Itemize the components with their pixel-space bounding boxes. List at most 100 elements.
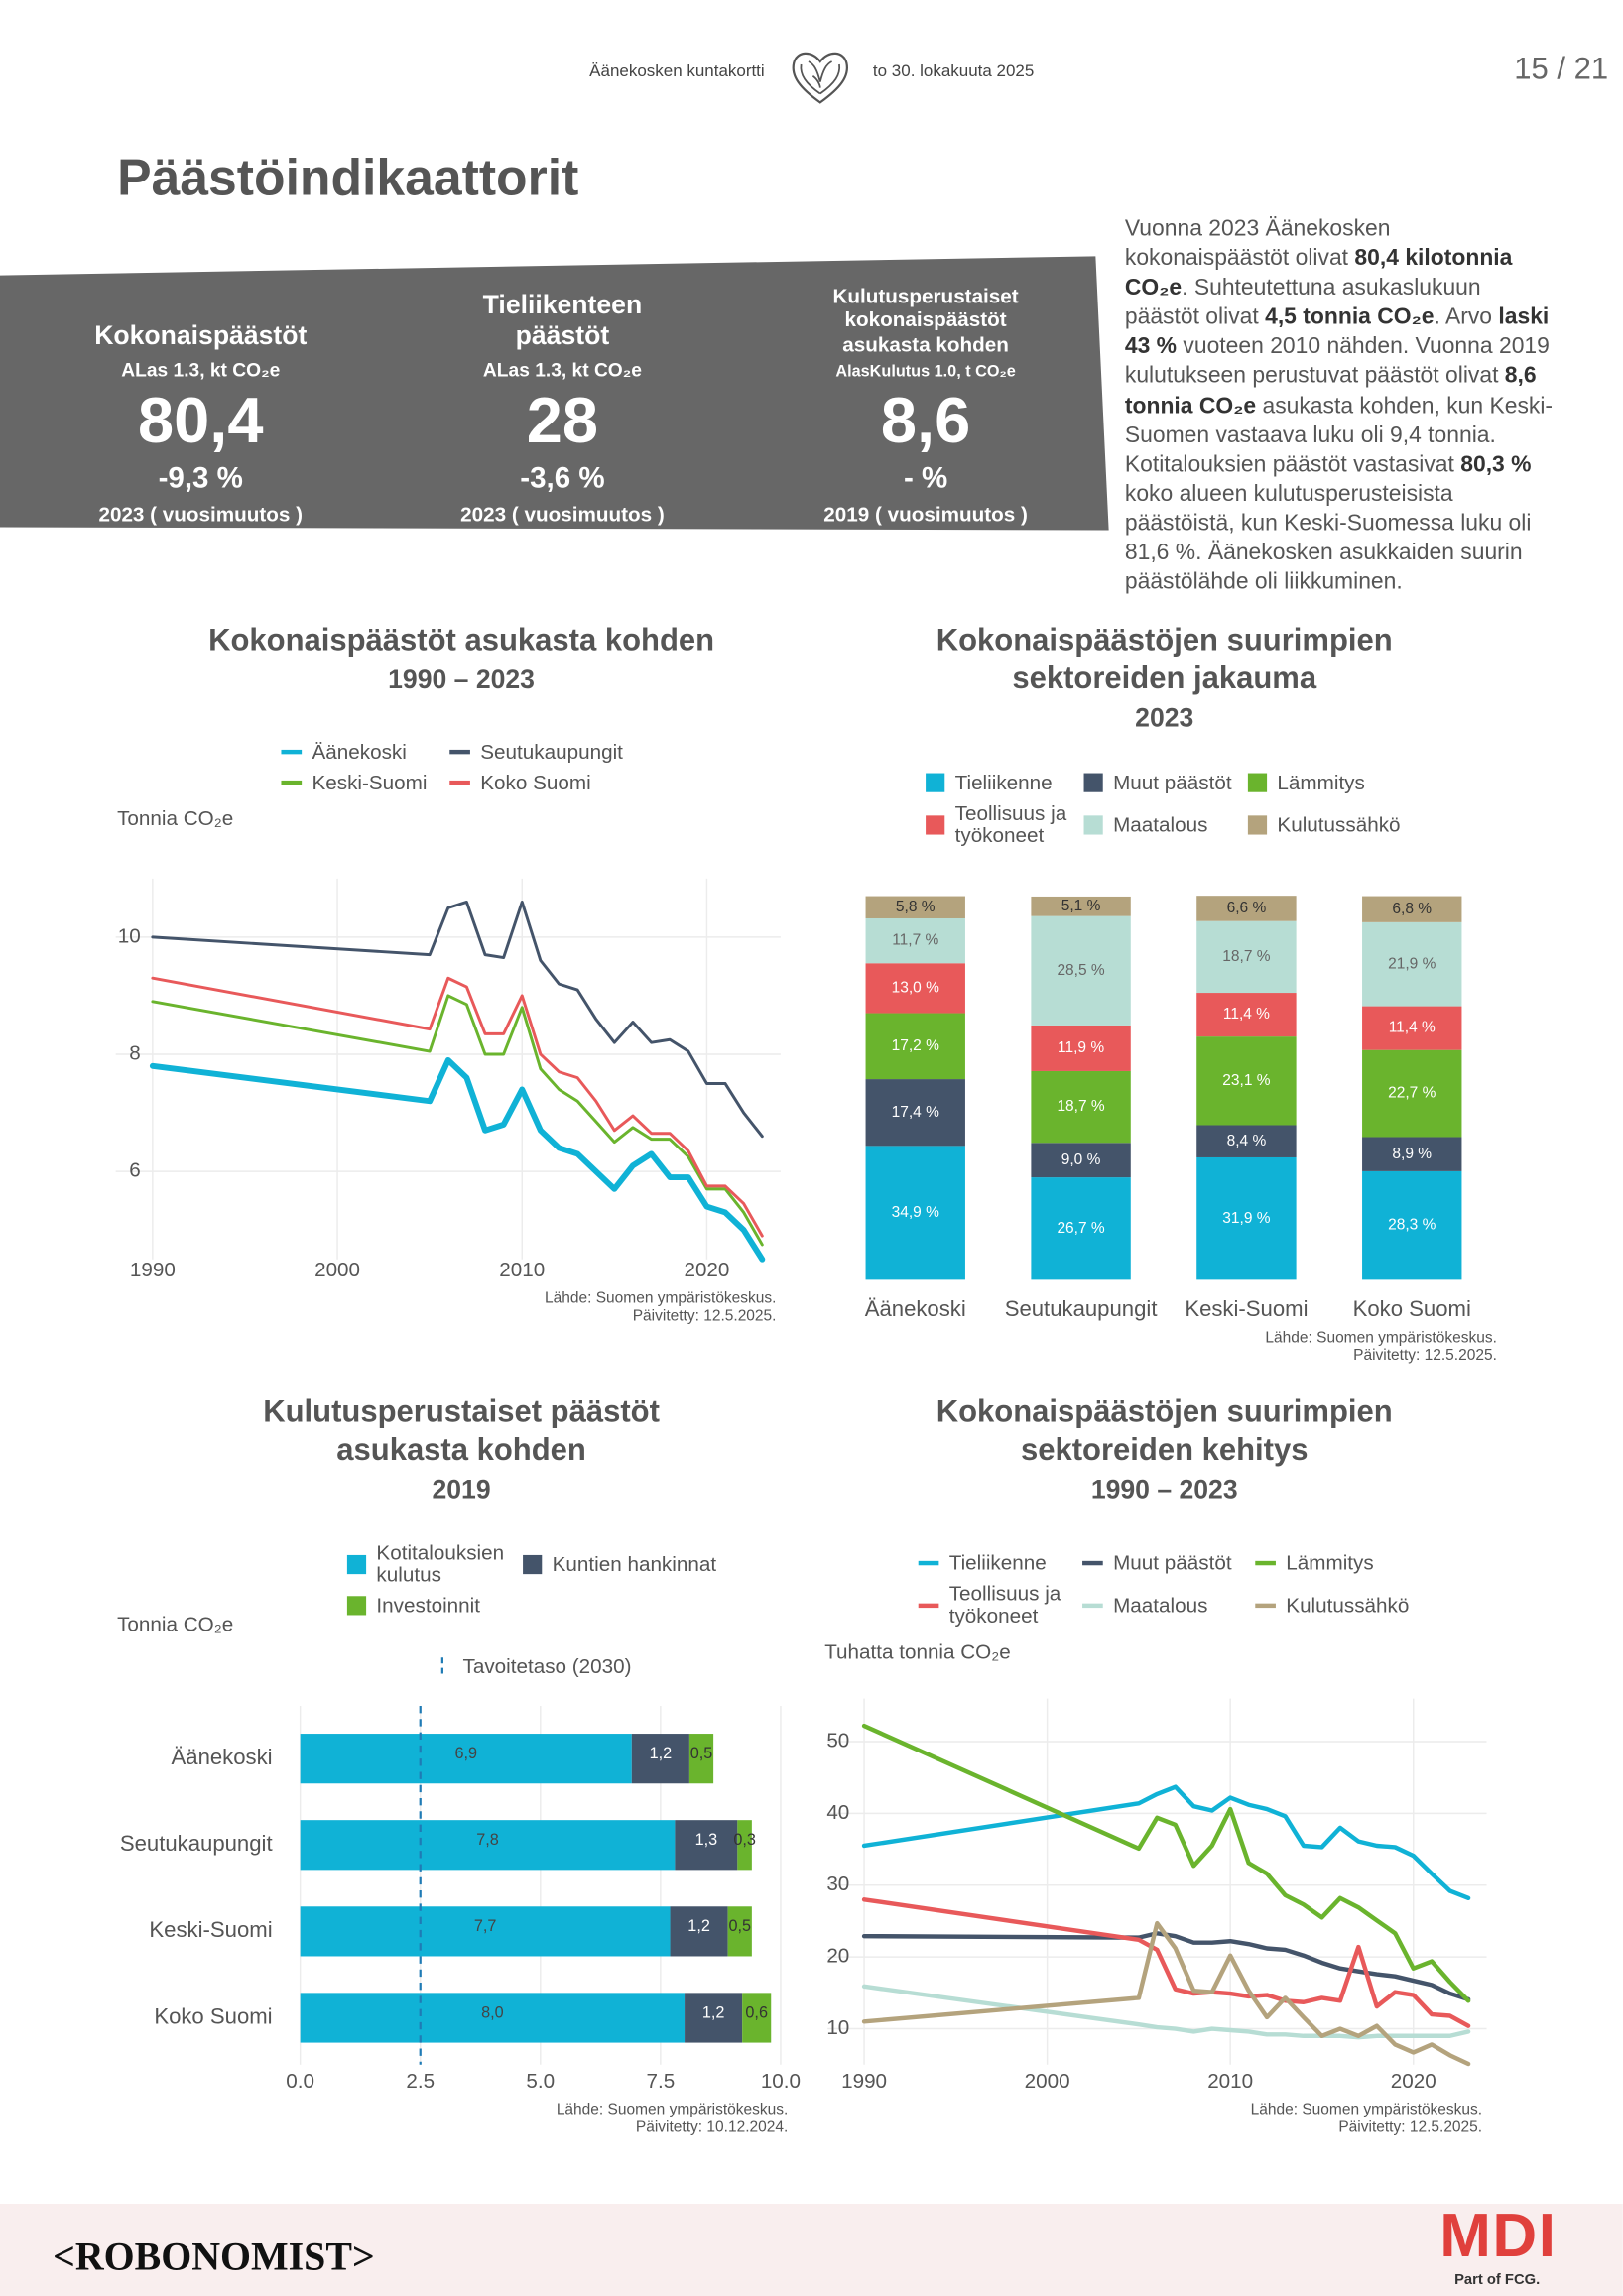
series-line bbox=[151, 976, 764, 1238]
value-label: 7,7 bbox=[474, 1917, 497, 1935]
bar-segment bbox=[865, 917, 965, 964]
legend-swatch bbox=[346, 1554, 367, 1574]
legend-label: Kotitalouksien kulutus bbox=[376, 1540, 505, 1586]
bar-segment bbox=[1196, 1156, 1297, 1280]
kpi-card: Kokonaispäästöt ALas 1.3, kt CO₂e 80,4 -9,3… bbox=[25, 0, 376, 542]
value-label: 28,5 % bbox=[1057, 962, 1104, 979]
value-label: 1,3 bbox=[695, 1831, 718, 1849]
y-axis-title: Tuhatta tonnia CO₂e bbox=[824, 1640, 1011, 1663]
bar-segment bbox=[1362, 1006, 1462, 1050]
summary-text-part: . Suhteutettuna asukaslukuun päästöt oli… bbox=[1124, 275, 1481, 330]
kpi-title: Tieliikenteen päästöt bbox=[482, 290, 643, 351]
x-tick-label: 5.0 bbox=[526, 2070, 555, 2093]
value-label: 0,3 bbox=[733, 1831, 756, 1849]
y-tick-label: Keski-Suomi bbox=[149, 1917, 272, 1942]
legend-swatch bbox=[1247, 814, 1268, 834]
updated-note: Päivitetty: 10.12.2024. bbox=[636, 2118, 788, 2135]
value-label: 9,0 % bbox=[1061, 1151, 1101, 1168]
value-label: 0,6 bbox=[745, 2003, 768, 2021]
y-tick-label: 10 bbox=[826, 2016, 849, 2039]
legend-swatch bbox=[1247, 773, 1268, 792]
logo-icon bbox=[792, 52, 849, 104]
legend-swatch bbox=[449, 749, 470, 755]
bar-segment bbox=[1362, 1170, 1462, 1280]
legend-item: Lämmitys bbox=[1255, 1550, 1416, 1575]
series-line bbox=[861, 1920, 1471, 2067]
footer-logo: MDI bbox=[1439, 2201, 1558, 2270]
footer-band bbox=[0, 2203, 1623, 2296]
value-label: 8,0 bbox=[481, 2003, 504, 2021]
x-tick-label: 2010 bbox=[1207, 2070, 1253, 2093]
value-label: 6,6 % bbox=[1227, 900, 1267, 916]
summary-highlight: 4,5 tonnia CO₂e bbox=[1265, 304, 1435, 330]
x-tick-label: Seutukaupungit bbox=[1005, 1296, 1158, 1321]
legend-item: Kulutussähkö bbox=[1255, 1583, 1416, 1627]
y-tick-label: 30 bbox=[826, 1873, 849, 1895]
source-note: Lähde: Suomen ympäristökeskus. bbox=[545, 1290, 776, 1307]
kpi-period: 2019 ( vuosimuutos ) bbox=[823, 502, 1028, 527]
summary-text-part: Vuonna 2023 Äänekosken kokonaispäästöt o… bbox=[1124, 216, 1391, 272]
y-tick-label: 8 bbox=[129, 1041, 141, 1064]
kpi-card: Tieliikenteen päästöt ALas 1.3, kt CO₂e 28… bbox=[387, 0, 738, 542]
value-label: 11,9 % bbox=[1058, 1039, 1104, 1056]
legend-item: Teollisuus ja työkoneet bbox=[918, 1582, 1082, 1627]
legend-swatch bbox=[1255, 1602, 1276, 1608]
legend-item: Äänekoski bbox=[281, 740, 449, 763]
bar-segment bbox=[1031, 1177, 1131, 1280]
footer-brand: <ROBONOMIST> bbox=[53, 2234, 375, 2279]
bar-segment bbox=[742, 1993, 772, 2043]
legend-item: Muut päästöt bbox=[1082, 1551, 1255, 1574]
value-label: 1,2 bbox=[702, 2003, 725, 2021]
x-tick-label: 1990 bbox=[841, 2070, 887, 2093]
bar-segment bbox=[300, 1993, 686, 2043]
series-line bbox=[861, 1723, 1471, 2003]
y-tick-label: 20 bbox=[826, 1945, 849, 1968]
legend-item: Maatalous bbox=[1083, 802, 1248, 846]
bar-segment bbox=[865, 1079, 965, 1147]
header-left: Äänekosken kuntakortti bbox=[589, 62, 765, 81]
footer-logo-sub: Part of FCG. bbox=[1454, 2272, 1541, 2289]
summary-text-part: . Arvo bbox=[1434, 304, 1499, 330]
source-note: Lähde: Suomen ympäristökeskus. bbox=[1251, 2102, 1482, 2118]
y-tick-label: 40 bbox=[826, 1801, 849, 1824]
updated-note: Päivitetty: 12.5.2025. bbox=[633, 1307, 777, 1324]
kpi-head: Kulutusperustaiset kokonaispäästöt asuka… bbox=[750, 264, 1101, 381]
y-tick-label: Äänekoski bbox=[172, 1745, 273, 1769]
legend-swatch bbox=[918, 1602, 939, 1608]
bar-segment bbox=[300, 1820, 676, 1871]
legend: Tieliikenne Muut päästöt Lämmitys Teollisuu… bbox=[926, 771, 1409, 846]
bar-segment bbox=[631, 1734, 689, 1784]
chart-title-box: Kokonaispäästöjen suurimpien sektoreiden… bbox=[820, 622, 1509, 736]
value-label: 1,2 bbox=[687, 1917, 710, 1935]
value-label: 11,7 % bbox=[892, 932, 938, 949]
legend-item: Teollisuus ja työkoneet bbox=[926, 801, 1083, 846]
legend-label: Lämmitys bbox=[1286, 1550, 1374, 1575]
series-line bbox=[151, 994, 764, 1247]
x-tick-label: 1990 bbox=[130, 1259, 176, 1281]
x-tick-label: 2000 bbox=[1025, 2070, 1070, 2093]
value-label: 28,3 % bbox=[1388, 1217, 1436, 1234]
kpi-title: Kokonaispäästöt bbox=[94, 320, 308, 351]
bar-segment bbox=[688, 1734, 714, 1784]
x-tick-label: 0.0 bbox=[286, 2070, 314, 2093]
value-label: 7,8 bbox=[476, 1831, 499, 1849]
legend-label: Kulutussähkö bbox=[1286, 1592, 1410, 1617]
legend-item: Seutukaupungit bbox=[449, 740, 655, 763]
bar-segment bbox=[685, 1993, 743, 2043]
y-axis-title: Tonnia CO₂e bbox=[117, 807, 233, 830]
value-label: 13,0 % bbox=[892, 979, 939, 996]
value-label: 11,4 % bbox=[1223, 1006, 1270, 1023]
value-label: 0,5 bbox=[728, 1917, 751, 1935]
legend-item: Keski-Suomi bbox=[281, 771, 449, 793]
legend-item: Investoinnit bbox=[346, 1594, 523, 1617]
bar-segment bbox=[300, 1734, 632, 1784]
y-tick-label: Koko Suomi bbox=[154, 2003, 272, 2028]
legend-label: Koko Suomi bbox=[480, 770, 591, 794]
kpi-head: Tieliikenteen päästöt ALas 1.3, kt CO₂e bbox=[387, 264, 738, 381]
kpi-change: -3,6 % bbox=[520, 462, 605, 496]
legend-swatch bbox=[1082, 1560, 1103, 1566]
value-label: 8,9 % bbox=[1392, 1146, 1432, 1162]
series-line bbox=[861, 1931, 1471, 2002]
